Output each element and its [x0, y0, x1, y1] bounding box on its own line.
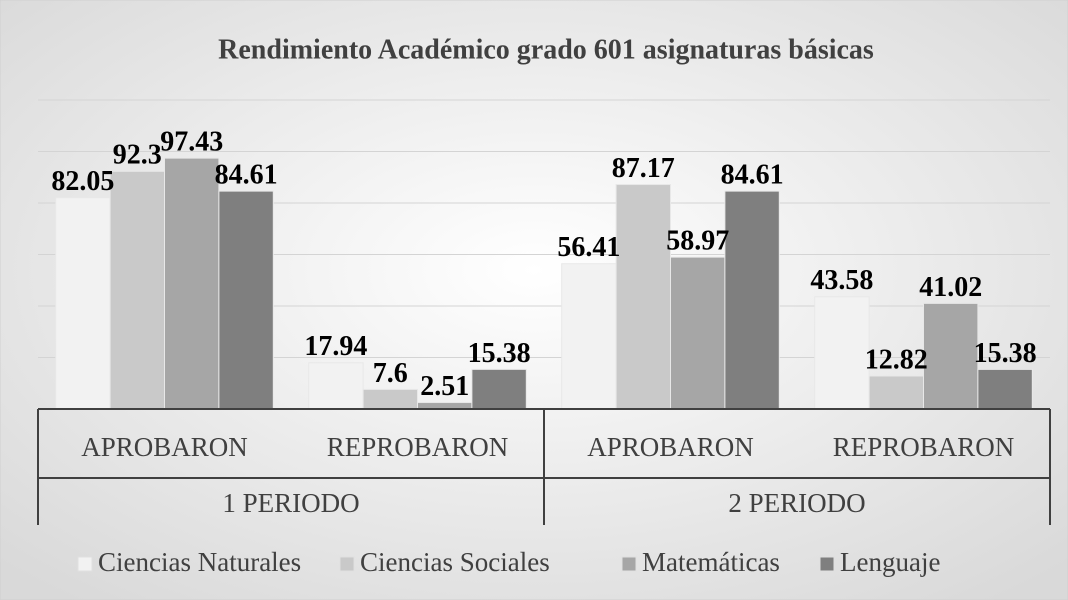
data-label: 2.51 [420, 371, 469, 402]
bar [218, 190, 274, 410]
data-label: 41.02 [919, 272, 982, 303]
bar [109, 170, 166, 410]
data-label: 92.3 [113, 140, 162, 171]
data-label: 15.38 [974, 338, 1037, 369]
legend-label: Matemáticas [642, 547, 780, 577]
x-tick-label: APROBARON [81, 432, 248, 462]
data-label: 97.43 [160, 127, 223, 158]
bar [814, 296, 870, 410]
x-tick-label: REPROBARON [833, 432, 1015, 462]
bar [615, 184, 671, 410]
data-label: 87.17 [612, 153, 675, 184]
data-label: 84.61 [721, 160, 784, 191]
data-label: 15.38 [468, 338, 531, 369]
legend-label: Ciencias Sociales [360, 547, 550, 577]
bar [868, 375, 924, 410]
legend-swatch [77, 556, 93, 572]
data-label: 43.58 [810, 265, 873, 296]
bar [362, 388, 419, 410]
legend-label: Ciencias Naturales [98, 547, 301, 577]
data-label: 17.94 [304, 331, 367, 362]
data-label: 84.61 [215, 160, 278, 191]
group-label: 2 PERIODO [728, 488, 865, 518]
bar [923, 302, 979, 410]
x-tick-label: REPROBARON [327, 432, 509, 462]
bar [55, 197, 111, 410]
bar [977, 368, 1033, 410]
data-label: 12.82 [865, 344, 928, 375]
bar [561, 263, 617, 410]
bar [471, 368, 527, 410]
x-tick-label: APROBARON [587, 432, 754, 462]
data-label: 56.41 [557, 232, 620, 263]
legend-label: Lenguaje [840, 547, 940, 577]
group-label: 1 PERIODO [222, 488, 359, 518]
bar [670, 256, 726, 410]
bar [724, 190, 780, 410]
data-label: 82.05 [51, 166, 114, 197]
bar [308, 362, 364, 410]
chart-title: Rendimiento Académico grado 601 asignatu… [218, 34, 874, 65]
data-label: 58.97 [666, 226, 729, 257]
data-label: 7.6 [373, 358, 408, 389]
legend-swatch [339, 556, 355, 572]
legend-swatch [819, 556, 835, 572]
legend-swatch [621, 556, 637, 572]
bar [164, 157, 220, 410]
